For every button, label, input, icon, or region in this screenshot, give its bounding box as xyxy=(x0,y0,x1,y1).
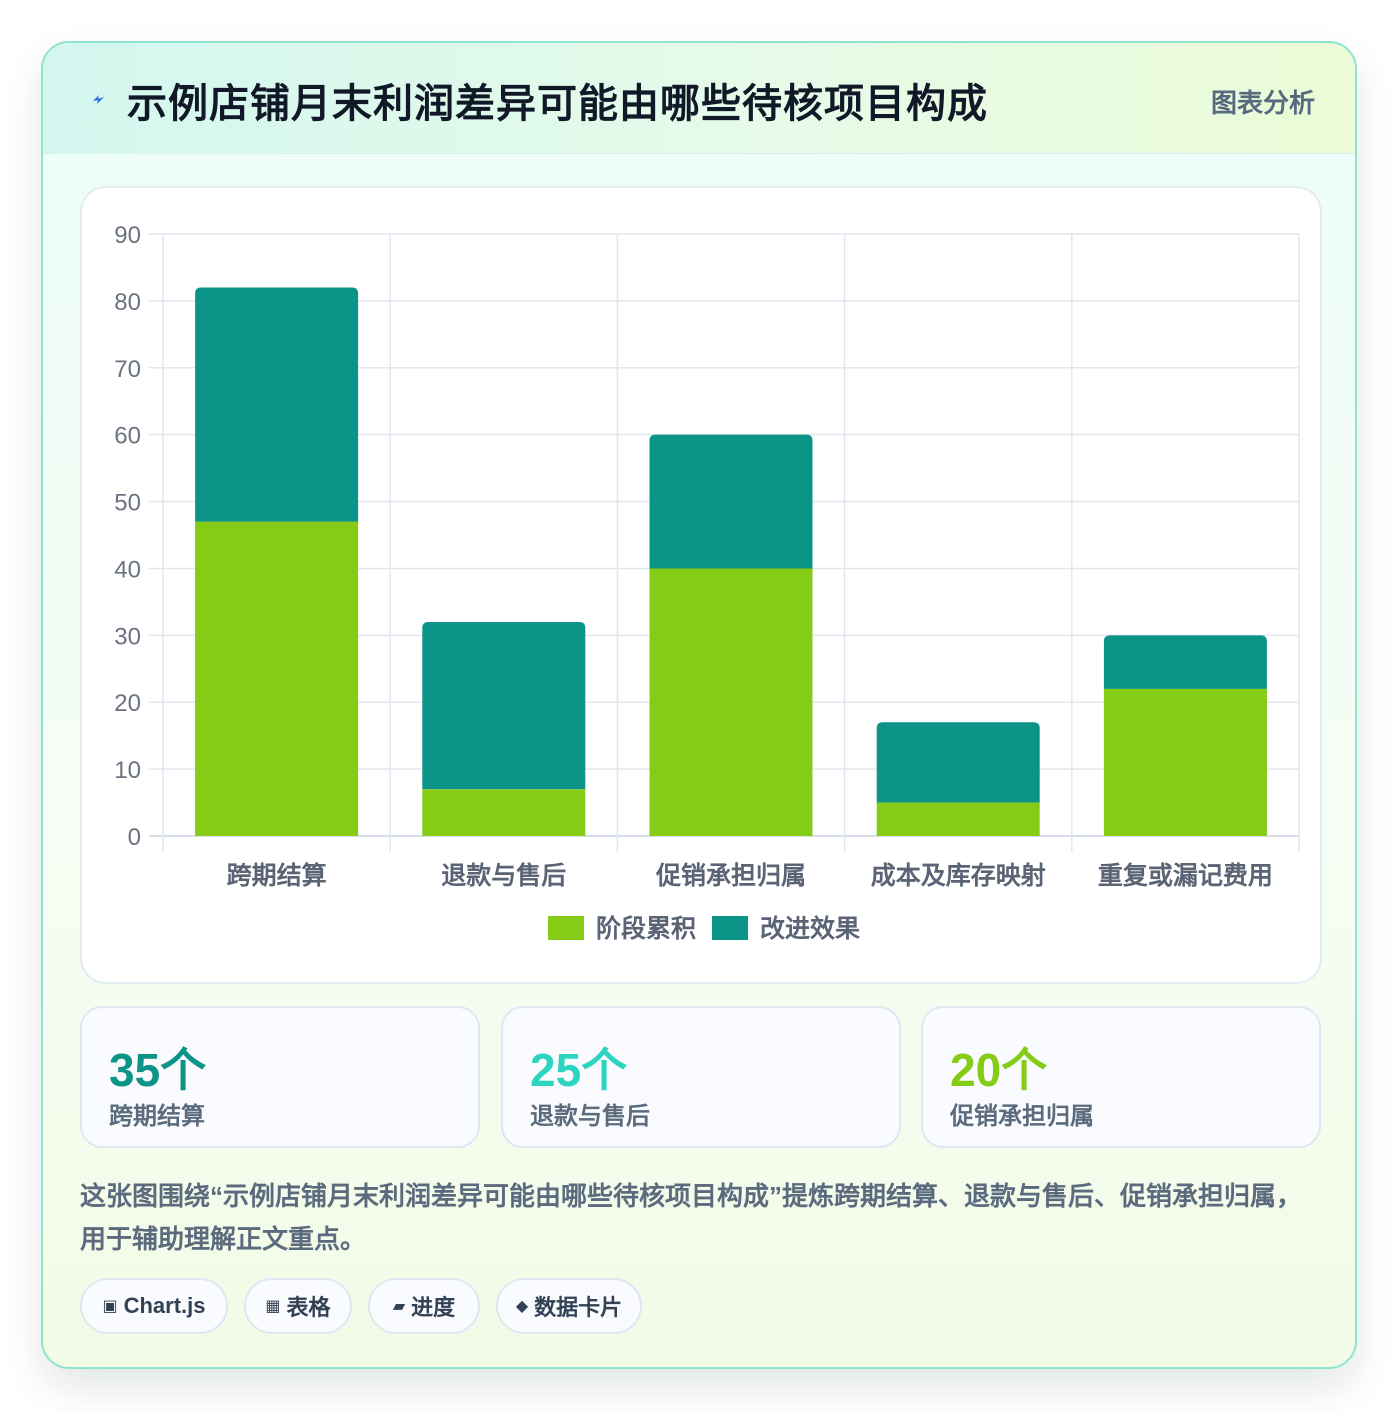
y-tick-label: 10 xyxy=(114,757,141,784)
y-tick-label: 50 xyxy=(114,490,141,517)
y-tick-label: 80 xyxy=(114,289,141,316)
tag-data-cards[interactable]: ◆ 数据卡片 xyxy=(496,1278,642,1334)
y-tick-label: 90 xyxy=(114,222,141,249)
bar-segment xyxy=(876,802,1040,836)
stat-value: 35个 xyxy=(109,1044,207,1096)
x-tick-label: 重复或漏记费用 xyxy=(1098,861,1273,890)
bar-segment xyxy=(649,568,813,836)
x-tick-label: 退款与售后 xyxy=(441,861,566,890)
chart-card: 示例店铺月末利润差异可能由哪些待核项目构成 图表分析 0 10 20 30 40 50 60… xyxy=(41,41,1357,1369)
stat-label: 退款与售后 xyxy=(530,1103,650,1130)
legend-label: 改进效果 xyxy=(760,914,860,943)
stat-card-1: 35个 跨期结算 xyxy=(80,1006,480,1148)
stat-value: 20个 xyxy=(950,1044,1048,1096)
bar-segment xyxy=(1103,688,1267,836)
tag-label: 进度 xyxy=(411,1295,456,1320)
legend-swatch xyxy=(548,916,584,940)
y-tick-label: 20 xyxy=(114,690,141,717)
stat-card-2: 25个 退款与售后 xyxy=(501,1006,901,1148)
diamond-icon: ◆ xyxy=(515,1298,529,1315)
bar-segment xyxy=(649,434,813,569)
bar-segment xyxy=(1103,635,1267,689)
tag-label: Chart.js xyxy=(123,1293,206,1318)
tag-label: 数据卡片 xyxy=(534,1295,623,1320)
lightning-icon xyxy=(93,95,104,104)
table-icon: ▦ xyxy=(265,1298,281,1315)
stat-label: 促销承担归属 xyxy=(950,1103,1094,1130)
bar-segment xyxy=(195,521,359,836)
y-tick-label: 0 xyxy=(128,824,141,851)
stacked-bar-chart: 0 10 20 30 40 50 60 70 80 90 跨期结算 退款与售后 促销承担归属 成本及库存映… xyxy=(114,222,1300,943)
x-tick-label: 跨期结算 xyxy=(227,861,327,890)
summary-text: 这张图围绕“示例店铺月末利润差异可能由哪些待核项目构成”提炼跨期结算、退款与售后… xyxy=(80,1181,1303,1254)
legend-swatch xyxy=(712,916,748,940)
bar-segment xyxy=(422,789,586,836)
stat-value: 25个 xyxy=(530,1044,628,1096)
y-tick-label: 70 xyxy=(114,356,141,383)
progress-icon: ▰ xyxy=(392,1298,406,1315)
chart-icon: ▣ xyxy=(102,1298,118,1315)
y-tick-label: 60 xyxy=(114,423,141,450)
x-tick-label: 促销承担归属 xyxy=(655,862,806,890)
tag-progress[interactable]: ▰ 进度 xyxy=(368,1278,480,1334)
stat-card-3: 20个 促销承担归属 xyxy=(921,1006,1321,1148)
tag-table[interactable]: ▦ 表格 xyxy=(244,1278,352,1334)
chart-analysis-tag: 图表分析 xyxy=(1210,88,1315,118)
bar-segment xyxy=(876,722,1040,803)
x-tick-label: 成本及库存映射 xyxy=(871,862,1046,890)
stat-label: 跨期结算 xyxy=(109,1103,205,1130)
chart-panel: 0 10 20 30 40 50 60 70 80 90 跨期结算 退款与售后 促销承担归属 成本及库存映… xyxy=(80,186,1322,984)
page-title: 示例店铺月末利润差异可能由哪些待核项目构成 xyxy=(127,82,988,126)
legend-label: 阶段累积 xyxy=(596,914,696,943)
y-tick-label: 40 xyxy=(114,556,141,583)
tag-label: 表格 xyxy=(286,1295,331,1320)
bar-segment xyxy=(422,621,586,790)
y-tick-label: 30 xyxy=(114,623,141,650)
tag-chartjs[interactable]: ▣ Chart.js xyxy=(80,1278,228,1334)
bar-segment xyxy=(195,287,359,522)
card-header: 示例店铺月末利润差异可能由哪些待核项目构成 图表分析 xyxy=(43,43,1355,154)
